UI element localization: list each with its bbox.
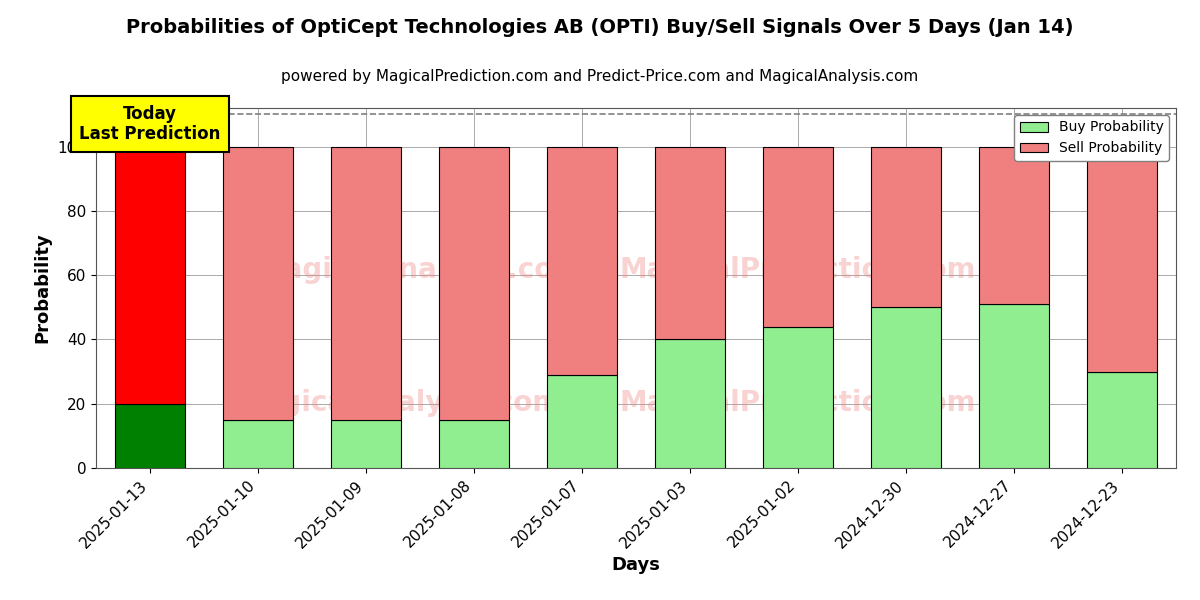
- Bar: [115, 146, 185, 404]
- Y-axis label: Probability: Probability: [34, 233, 52, 343]
- X-axis label: Days: Days: [612, 556, 660, 574]
- Bar: [655, 340, 725, 468]
- Bar: [223, 420, 293, 468]
- Bar: [871, 307, 941, 468]
- Text: MagicalAnalysis.com: MagicalAnalysis.com: [257, 256, 583, 284]
- Bar: [547, 375, 617, 468]
- Text: Today
Last Prediction: Today Last Prediction: [79, 104, 221, 143]
- Text: MagicalPrediction.com: MagicalPrediction.com: [619, 389, 977, 417]
- Text: MagicalAnalysis.com: MagicalAnalysis.com: [235, 389, 562, 417]
- Bar: [871, 146, 941, 307]
- Bar: [1087, 371, 1157, 468]
- Bar: [331, 146, 401, 420]
- Bar: [979, 304, 1049, 468]
- Bar: [439, 146, 509, 420]
- Text: Probabilities of OptiCept Technologies AB (OPTI) Buy/Sell Signals Over 5 Days (J: Probabilities of OptiCept Technologies A…: [126, 18, 1074, 37]
- Text: MagicalPrediction.com: MagicalPrediction.com: [619, 256, 977, 284]
- Bar: [547, 146, 617, 375]
- Bar: [655, 146, 725, 340]
- Legend: Buy Probability, Sell Probability: Buy Probability, Sell Probability: [1014, 115, 1169, 161]
- Bar: [979, 146, 1049, 304]
- Bar: [115, 404, 185, 468]
- Bar: [439, 420, 509, 468]
- Bar: [1087, 146, 1157, 371]
- Bar: [763, 146, 833, 326]
- Bar: [331, 420, 401, 468]
- Bar: [763, 326, 833, 468]
- Text: powered by MagicalPrediction.com and Predict-Price.com and MagicalAnalysis.com: powered by MagicalPrediction.com and Pre…: [281, 69, 919, 84]
- Bar: [223, 146, 293, 420]
